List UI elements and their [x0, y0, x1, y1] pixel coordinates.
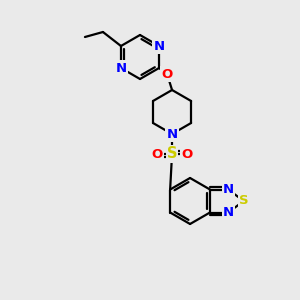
Text: O: O: [161, 68, 173, 80]
Text: S: S: [239, 194, 249, 208]
Text: N: N: [223, 183, 234, 196]
Text: O: O: [152, 148, 163, 160]
Text: N: N: [167, 128, 178, 140]
Text: S: S: [167, 146, 177, 161]
Text: O: O: [182, 148, 193, 160]
Text: N: N: [116, 61, 127, 74]
Text: N: N: [154, 40, 165, 52]
Text: N: N: [223, 206, 234, 219]
